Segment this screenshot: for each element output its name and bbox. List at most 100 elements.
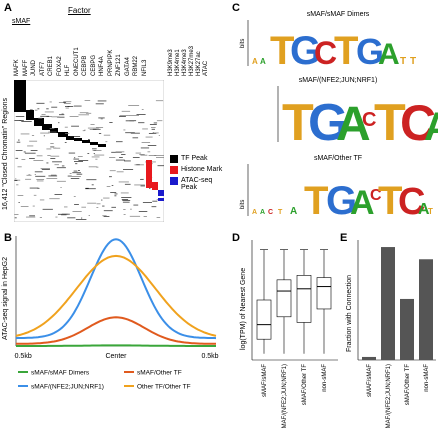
heatmap-speck xyxy=(75,163,78,165)
heatmap-speck xyxy=(49,101,52,103)
heatmap-speck xyxy=(74,204,79,205)
heatmap-speck xyxy=(40,132,50,134)
heatmap-speck xyxy=(61,165,65,167)
heatmap-speck xyxy=(15,157,19,159)
logo3-title: sMAF/Other TF xyxy=(314,155,362,162)
heatmap-speck xyxy=(61,214,67,216)
heatmap-speck xyxy=(28,174,31,176)
heatmap-speck xyxy=(61,213,70,215)
histone-mark xyxy=(152,182,158,190)
atac-profile-chart: -0.5kb Center 0.5kb sMAF/sMAF Dimers sMAF/(… xyxy=(14,236,219,391)
heatmap-speck xyxy=(81,217,83,219)
atac-x-tick: 0.5kb xyxy=(201,353,218,360)
heatmap-speck xyxy=(34,171,43,173)
fraction-category-label: non-sMAF xyxy=(424,364,430,392)
heatmap-speck xyxy=(61,113,64,115)
atac-x-tick: Center xyxy=(105,353,127,360)
heatmap-block xyxy=(14,80,26,112)
heatmap-speck xyxy=(81,206,86,208)
heatmap-speck xyxy=(124,183,131,185)
heatmap-speck xyxy=(122,200,131,201)
heatmap-speck xyxy=(17,166,22,168)
heatmap-speck xyxy=(157,165,164,167)
heatmap-speck xyxy=(24,152,36,154)
heatmap-speck xyxy=(50,155,60,157)
heatmap xyxy=(14,80,164,222)
heatmap-speck xyxy=(14,180,18,181)
heatmap-speck xyxy=(67,106,74,107)
factor-column-label: MAFK xyxy=(14,59,20,76)
heatmap-speck xyxy=(35,175,46,177)
fraction-bar xyxy=(400,298,414,360)
svg-text:T: T xyxy=(270,29,294,73)
heatmap-speck xyxy=(78,170,80,171)
heatmap-speck xyxy=(56,180,66,182)
svg-text:A: A xyxy=(252,57,258,66)
heatmap-speck xyxy=(98,117,105,119)
heatmap-speck xyxy=(46,116,52,117)
heatmap-speck xyxy=(63,102,66,103)
heatmap-speck xyxy=(151,206,157,208)
heatmap-speck xyxy=(87,127,99,129)
atac-series-line xyxy=(15,238,217,340)
svg-text:A: A xyxy=(252,209,257,216)
heatmap-speck xyxy=(121,199,129,200)
heatmap-speck xyxy=(63,101,72,103)
svg-text:T: T xyxy=(378,179,402,222)
heatmap-speck xyxy=(36,155,43,157)
heatmap-speck xyxy=(98,133,102,134)
heatmap-speck xyxy=(134,184,145,186)
heatmap-speck xyxy=(106,186,111,187)
heatmap-speck xyxy=(97,100,107,102)
fraction-bar xyxy=(381,247,395,360)
svg-text:C: C xyxy=(400,95,436,151)
heatmap-speck xyxy=(78,160,89,161)
heatmap-speck xyxy=(40,168,50,169)
heatmap-speck xyxy=(109,176,112,178)
heatmap-speck xyxy=(148,155,157,156)
heatmap-speck xyxy=(34,109,38,111)
heatmap-speck xyxy=(76,173,83,175)
heatmap-speck xyxy=(54,164,59,166)
heatmap-speck xyxy=(116,141,123,143)
heatmap-speck xyxy=(88,139,90,140)
box-body xyxy=(316,277,332,310)
atac-series-line xyxy=(16,344,216,347)
heatmap-speck xyxy=(136,114,146,115)
heatmap-speck xyxy=(77,156,83,157)
heatmap-speck xyxy=(74,157,76,159)
heatmap-speck xyxy=(153,132,159,134)
svg-text:T: T xyxy=(428,207,433,216)
heatmap-speck xyxy=(140,154,148,156)
heatmap-speck xyxy=(142,128,148,130)
logo1-letters: A A T G C T G A T T xyxy=(252,29,416,73)
heatmap-speck xyxy=(149,124,157,125)
heatmap-speck xyxy=(121,197,132,198)
svg-text:C: C xyxy=(370,187,382,204)
heatmap-speck xyxy=(88,166,98,168)
svg-text:G: G xyxy=(326,179,357,222)
atac-x-tick: -0.5kb xyxy=(14,353,32,360)
factor-column-label: JUND xyxy=(31,60,37,76)
heatmap-block xyxy=(66,136,74,140)
heatmap-speck xyxy=(29,140,38,142)
heatmap-speck xyxy=(20,206,29,207)
heatmap-speck xyxy=(14,179,21,181)
heatmap-speck xyxy=(109,170,116,172)
panel-label-d: D xyxy=(232,232,240,244)
heatmap-speck xyxy=(65,107,69,109)
svg-text:A: A xyxy=(424,105,438,149)
heatmap-speck xyxy=(36,180,44,182)
heatmap-speck xyxy=(15,178,17,180)
heatmap-speck xyxy=(32,205,35,207)
heatmap-speck xyxy=(38,117,43,119)
factor-header: Factor xyxy=(68,6,91,15)
panel-label-e: E xyxy=(340,232,348,244)
heatmap-speck xyxy=(102,215,107,217)
heatmap-speck xyxy=(155,100,164,102)
mark-column-label: H3K9me3 xyxy=(168,49,174,76)
heatmap-speck xyxy=(34,174,36,175)
heatmap-speck xyxy=(73,158,80,160)
logo2-title: sMAF/(NFE2;JUN;NRF1) xyxy=(299,77,378,84)
heatmap-speck xyxy=(64,126,68,128)
